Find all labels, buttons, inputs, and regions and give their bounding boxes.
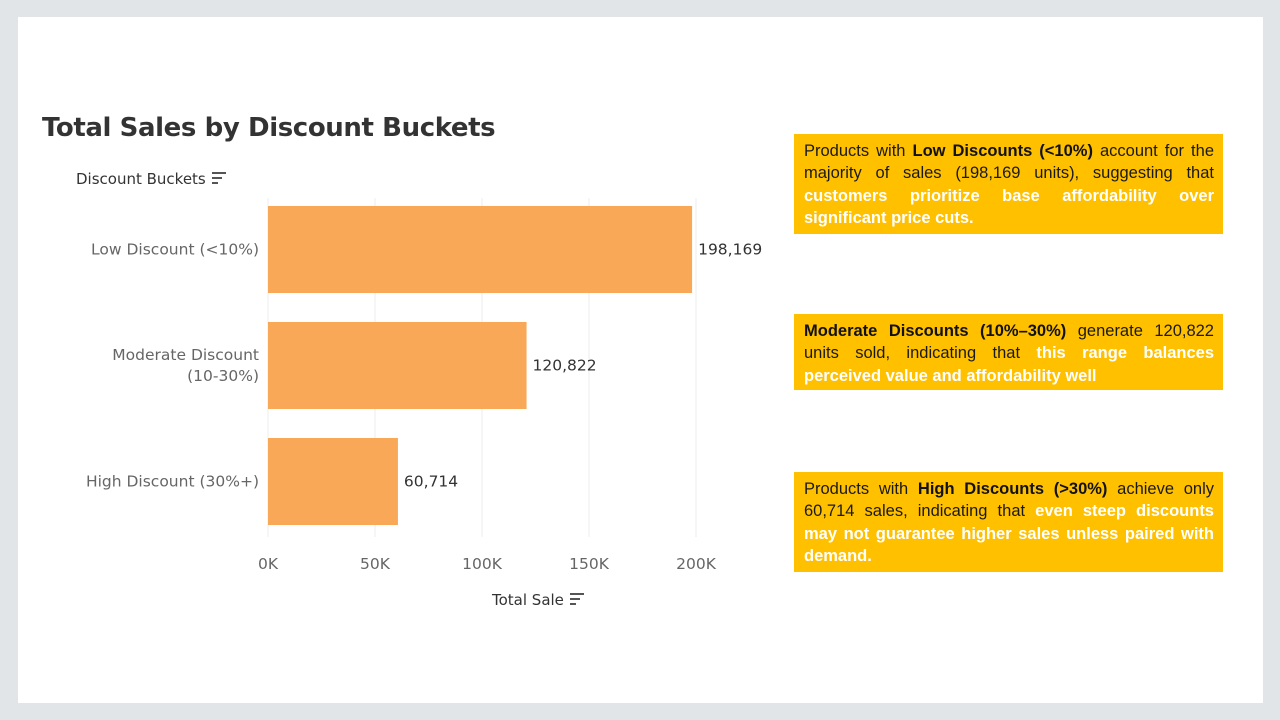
- chart-title: Total Sales by Discount Buckets: [42, 113, 496, 143]
- bar: [268, 206, 693, 293]
- note-highlight-text: this range balances perceived value and …: [804, 344, 1215, 385]
- bar-value-label: 120,822: [533, 357, 597, 375]
- x-tick-label: 200K: [676, 555, 717, 573]
- note-bold-text: Low Discounts (<10%): [912, 142, 1093, 160]
- category-label: High Discount (30%+): [86, 473, 259, 491]
- note-bold-text: High Discounts (>30%): [917, 480, 1108, 498]
- x-tick-label: 50K: [360, 555, 391, 573]
- sort-descending-icon[interactable]: [211, 172, 226, 186]
- note-highlight-text: even steep discounts may not guarantee h…: [804, 502, 1214, 565]
- category-label: Low Discount (<10%): [91, 241, 259, 259]
- x-tick-label: 100K: [462, 555, 503, 573]
- note-text: account for the majority of sales (198,1…: [804, 142, 1214, 183]
- note-bold-text: Moderate Discounts (10%–30%): [804, 322, 1067, 340]
- bar: [268, 438, 398, 525]
- bar-value-label: 198,169: [698, 241, 762, 259]
- y-axis-title: Discount Buckets: [76, 170, 206, 188]
- insight-note-low-discount: Products with Low Discounts (<10%) accou…: [794, 134, 1223, 234]
- bar: [268, 322, 527, 409]
- note-highlight-text: customers prioritize base affordability …: [804, 186, 1214, 227]
- x-tick-label: 150K: [569, 555, 610, 573]
- note-text: generate 120,822 units sold, indicating …: [804, 322, 1214, 363]
- note-text: Products with: [804, 480, 918, 498]
- y-axis-header[interactable]: Discount Buckets: [76, 170, 226, 188]
- x-tick-label: 0K: [258, 555, 279, 573]
- note-text: achieve only 60,714 sales, indicating th…: [804, 480, 1215, 521]
- note-text: Products with: [804, 142, 913, 160]
- x-axis-header[interactable]: Total Sale: [492, 591, 584, 609]
- category-label: (10-30%): [187, 367, 259, 385]
- x-axis-title: Total Sale: [492, 591, 564, 609]
- category-label: Moderate Discount: [112, 346, 259, 364]
- insight-note-high-discount: Products with High Discounts (>30%) achi…: [794, 472, 1223, 572]
- bar-value-label: 60,714: [404, 473, 458, 491]
- sort-descending-icon[interactable]: [569, 593, 584, 607]
- insight-note-moderate-discount: Moderate Discounts (10%–30%) generate 12…: [794, 314, 1223, 390]
